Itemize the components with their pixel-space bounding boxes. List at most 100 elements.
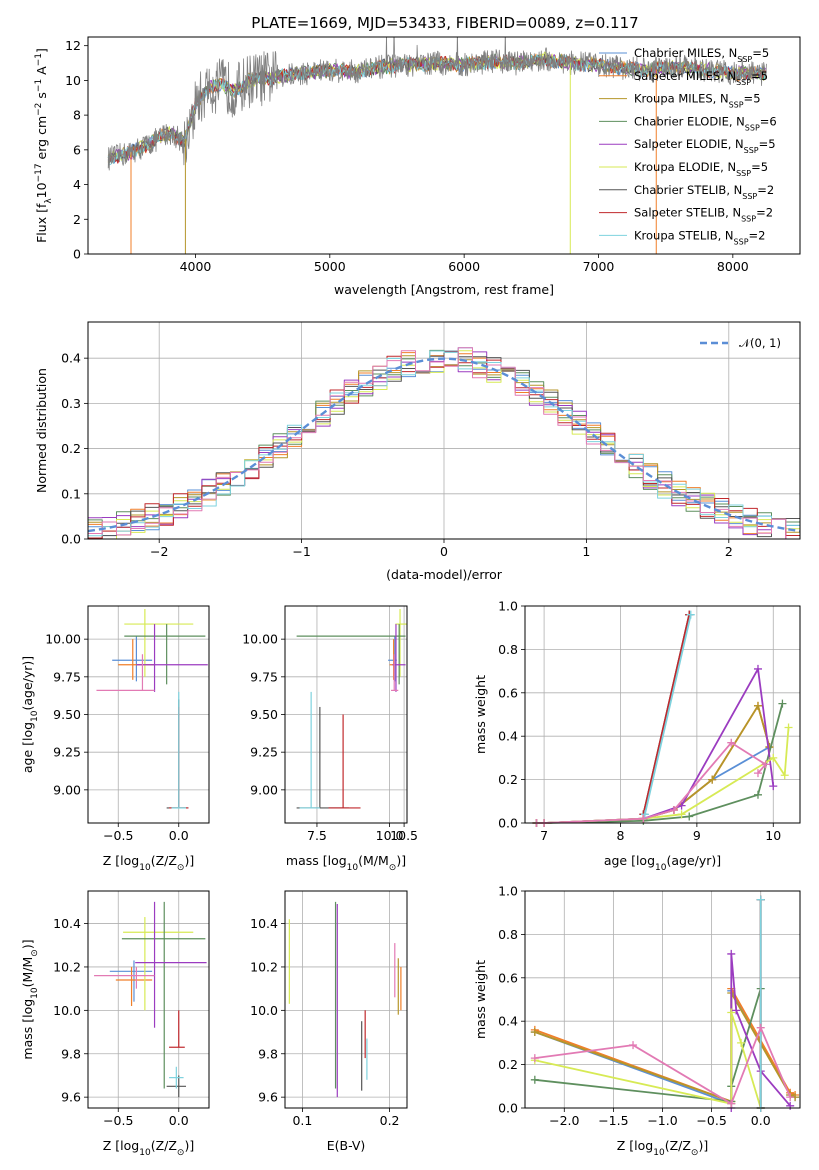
legend-n: , N (720, 69, 736, 83)
massweight-vs-age-marker (727, 738, 736, 747)
residuals-ytick-label: 0.4 (61, 351, 81, 366)
mass-vs-ebv-ytick-label: 9.6 (258, 1090, 278, 1105)
spectrum-frame (87, 36, 801, 255)
legend-name: Kroupa STELIB (634, 228, 718, 242)
massweight-vs-z-xlabel: Z [log10(Z/Z⊙)] (617, 1138, 708, 1158)
legend-n-sub: SSP (736, 77, 751, 86)
massweight-vs-age-xtick-label: 8 (617, 828, 625, 843)
residuals-plot-area (88, 347, 800, 539)
spectrum-ylabel-part: s (34, 92, 49, 103)
spectrum-ylabel-part: −1 (34, 79, 44, 92)
age-vs-mass-ytick-label: 9.25 (250, 745, 278, 760)
mass-vs-z-xlabel: Z [log10(Z/Z⊙)] (103, 1138, 194, 1158)
massweight-vs-age-marker (677, 810, 686, 819)
spectrum-ylabel: Flux [fλ10−17 erg cm−2 s−1 A−1] (34, 48, 54, 243)
massweight-vs-age-series-1 (536, 704, 771, 824)
legend-n: , N (718, 228, 734, 242)
massweight-vs-z-series-2 (534, 992, 796, 1103)
age-vs-z-xtick-label: 0.0 (169, 828, 189, 843)
legend-name: Chabrier MILES (634, 46, 721, 60)
spectrum-ylabel-part: −17 (34, 163, 44, 182)
mass-vs-ebv-panel: 0.1 0.2 9.6 9.8 10.0 10.2 10.4 E(B-V) (250, 890, 408, 1153)
massweight-vs-z-xlabel-part: )] (698, 1138, 708, 1153)
massweight-vs-age-marker (753, 769, 762, 778)
age-vs-mass-ytick-label: 10.00 (242, 632, 278, 647)
legend-eq: = (759, 137, 769, 151)
legend-nssp: 5 (762, 46, 769, 60)
spectrum-ytick-label: 8 (73, 108, 81, 123)
age-vs-mass-panel: 7.5 10.010.5 9.00 9.25 9.50 9.75 10.00 mass [lo… (242, 605, 418, 873)
mass-vs-ebv-xtick-label: 0.1 (292, 1113, 312, 1128)
massweight-vs-age-marker (778, 699, 787, 708)
mass-vs-z-ylabel: mass [log10(M/M⊙)] (20, 939, 40, 1059)
massweight-vs-age-marker (753, 701, 762, 710)
massweight-vs-z-xlabel-part: 10 (653, 1148, 665, 1158)
mass-vs-ebv-ytick-label: 10.4 (250, 916, 278, 931)
massweight-vs-z-xlabel-part: ⊙ (691, 1148, 699, 1158)
spectrum-xlabel: wavelength [Angstrom, rest frame] (334, 282, 554, 297)
massweight-vs-age-marker (708, 775, 717, 784)
spectrum-xtick-label: 4000 (180, 259, 212, 274)
spectrum-ylabel-part: ] (34, 48, 49, 53)
age-vs-z-xlabel-part: (Z/Z (151, 853, 177, 868)
legend-name: Salpeter ELODIE (634, 137, 728, 151)
mass-vs-z-ytick-label: 9.8 (61, 1046, 81, 1061)
spectrum-ytick-label: 4 (73, 177, 81, 192)
massweight-vs-z-xtick-label: −1.0 (647, 1113, 677, 1128)
age-vs-z-xlabel: Z [log10(Z/Z⊙)] (103, 853, 194, 873)
age-vs-mass-xlabel: mass [log10(M/M⊙)] (286, 853, 406, 873)
age-vs-z-ylabel-part: age [log (20, 722, 35, 773)
massweight-vs-z-series-0 (534, 989, 796, 1105)
age-vs-mass-frame (284, 605, 408, 824)
legend-n-sub: SSP (736, 169, 751, 178)
massweight-vs-age-xlabel-part: (age/yr)] (666, 853, 721, 868)
massweight-vs-age-xlabel-part: 10 (655, 863, 667, 873)
massweight-vs-age-marker (784, 723, 793, 732)
spectrum-ylabel-part: A (34, 66, 49, 79)
residual-histogram-9 (88, 347, 800, 539)
massweight-vs-age-marker (780, 771, 789, 780)
massweight-vs-age-series-2 (536, 704, 771, 824)
legend-name: Salpeter MILES (634, 69, 720, 83)
massweight-vs-z-ytick-label: 0.0 (498, 1101, 518, 1116)
spectrum-xtick-label: 8000 (717, 259, 749, 274)
age-vs-z-ytick-label: 9.00 (53, 782, 81, 797)
massweight-vs-z-marker (530, 1054, 539, 1063)
age-vs-mass-xlabel-part: ⊙ (389, 863, 397, 873)
massweight-vs-age-ylabel: mass weight (473, 675, 488, 754)
residuals-xtick-label: −2 (150, 544, 168, 559)
age-vs-z-ylabel-part: (age/yr)] (20, 656, 35, 711)
legend-n: , N (720, 160, 736, 174)
massweight-vs-age-marker (685, 812, 694, 821)
age-vs-z-xlabel-part: Z [log (103, 853, 139, 868)
spectrum-ylabel-part: erg cm (34, 116, 49, 164)
mass-vs-ebv-ytick-label: 9.8 (258, 1046, 278, 1061)
legend-entry: Kroupa ELODIE, NSSP=5 (634, 160, 768, 178)
mass-vs-z-xtick-label: −0.5 (103, 1113, 133, 1128)
massweight-vs-z-xlabel-part: (Z/Z (665, 1138, 691, 1153)
age-vs-z-xtick-label: −0.5 (103, 828, 133, 843)
massweight-vs-z-xtick-label: −0.5 (696, 1113, 726, 1128)
age-vs-mass-plot-area (296, 609, 407, 809)
residuals-panel: −2 −1 0 1 2 0.0 0.1 0.2 0.3 0.4 (data-model)/error… (34, 321, 801, 582)
legend-n: , N (725, 206, 741, 220)
mass-vs-z-ytick-label: 10.2 (53, 959, 81, 974)
legend-eq: = (751, 160, 761, 174)
massweight-vs-age-marker (639, 814, 648, 823)
legend-n-sub: SSP (729, 100, 744, 109)
age-vs-z-xlabel-part: 10 (139, 863, 151, 873)
legend-n-sub: SSP (745, 123, 760, 132)
age-vs-mass-xlabel-part: mass [log (286, 853, 347, 868)
mass-vs-z-ylabel-part: ⊙ (30, 949, 40, 957)
spectrum-ytick-label: 6 (73, 142, 81, 157)
mass-vs-ebv-plot-area (288, 901, 402, 1098)
spectrum-ytick-label: 2 (73, 212, 81, 227)
massweight-vs-z-marker (756, 1023, 765, 1032)
age-vs-z-ylabel: age [log10(age/yr)] (20, 656, 40, 773)
mass-vs-z-ytick-label: 9.6 (61, 1090, 81, 1105)
mass-vs-z-xlabel-part: (Z/Z (151, 1138, 177, 1153)
massweight-vs-z-marker (786, 1093, 795, 1102)
age-vs-z-ytick-label: 9.50 (53, 707, 81, 722)
legend-n-sub: SSP (744, 146, 759, 155)
